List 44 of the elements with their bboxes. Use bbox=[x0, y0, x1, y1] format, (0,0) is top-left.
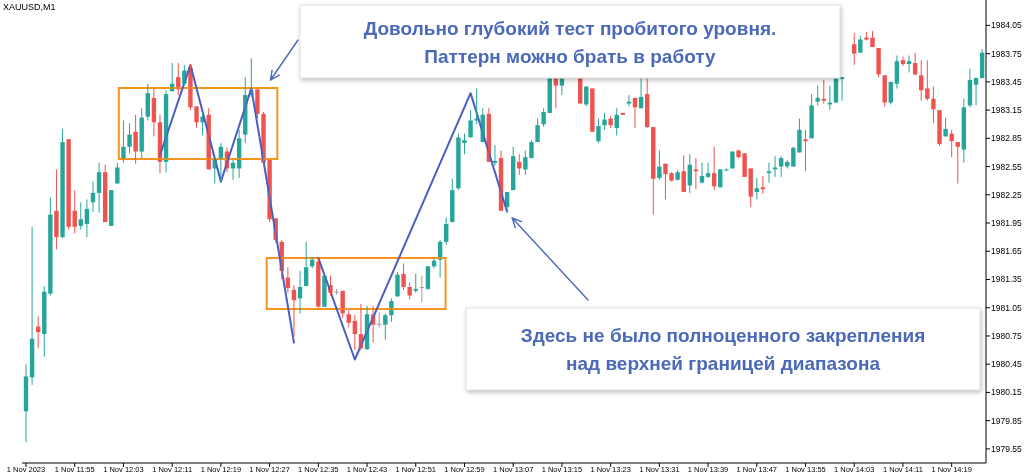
y-tick-label: 1982.55 bbox=[991, 161, 1022, 172]
candlestick bbox=[590, 87, 595, 133]
y-tick-label: 1983.45 bbox=[991, 76, 1022, 87]
y-tick-label: 1981.95 bbox=[991, 218, 1022, 229]
candlestick bbox=[401, 263, 406, 291]
candlestick bbox=[450, 178, 455, 223]
y-tick-label: 1980.15 bbox=[991, 387, 1022, 398]
candlestick bbox=[596, 118, 601, 144]
y-tick-label: 1983.75 bbox=[991, 48, 1022, 59]
candlestick bbox=[54, 168, 59, 250]
chart-title: XAUUSD,M1 bbox=[3, 2, 56, 12]
candlestick bbox=[937, 109, 942, 147]
y-tick-label: 1981.65 bbox=[991, 246, 1022, 257]
y-tick-label: 1979.85 bbox=[991, 415, 1022, 426]
candlestick bbox=[468, 109, 473, 138]
candlestick bbox=[730, 151, 735, 169]
candlestick bbox=[334, 288, 339, 296]
candlestick bbox=[876, 47, 881, 78]
annotation: Здесь не было полноценного закрепления над верхней границей диапазона bbox=[520, 325, 926, 374]
candlestick bbox=[803, 129, 808, 172]
y-tick-label: 1981.35 bbox=[991, 274, 1022, 285]
annotation: Довольно глубокий тест пробитого уровня. Паттерн можно брать в работу bbox=[363, 17, 777, 67]
y-tick-label: 1984.05 bbox=[991, 20, 1022, 31]
candlestick bbox=[535, 118, 540, 143]
line-series bbox=[317, 92, 509, 361]
candlestick bbox=[60, 128, 65, 239]
y-tick-label: 1981.05 bbox=[991, 302, 1022, 313]
candlestick bbox=[858, 35, 863, 54]
candlestick bbox=[882, 74, 887, 107]
candlestick bbox=[133, 114, 138, 165]
y-tick-label: 1982.85 bbox=[991, 133, 1022, 144]
line-series bbox=[158, 63, 295, 344]
y-tick-label: 1982.25 bbox=[991, 189, 1022, 200]
candlestick bbox=[809, 93, 814, 139]
y-tick-label: 1979.55 bbox=[991, 443, 1022, 454]
candlestick bbox=[48, 197, 53, 296]
candlestick bbox=[115, 162, 120, 185]
candlestick bbox=[925, 59, 930, 102]
y-tick-label: 1980.45 bbox=[991, 359, 1022, 370]
candlestick bbox=[675, 169, 680, 182]
y-tick-label: 1980.75 bbox=[991, 330, 1022, 341]
candlestick bbox=[66, 138, 71, 231]
candlestick bbox=[383, 312, 388, 341]
y-tick-label: 1983.15 bbox=[991, 105, 1022, 116]
